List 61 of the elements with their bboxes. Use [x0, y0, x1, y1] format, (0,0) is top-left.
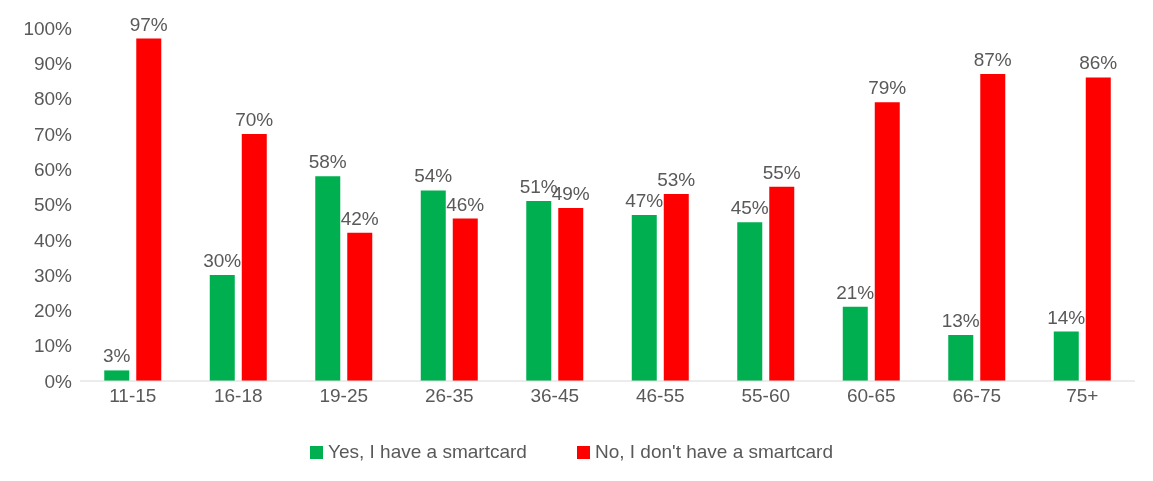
- bar: [874, 102, 900, 381]
- bar: [136, 38, 162, 381]
- bar: [948, 335, 974, 381]
- data-label: 14%: [1047, 306, 1086, 328]
- bar: [104, 370, 130, 381]
- data-label: 46%: [446, 193, 485, 215]
- data-label: 58%: [308, 151, 347, 173]
- data-label: 87%: [973, 48, 1012, 70]
- bar: [1085, 77, 1111, 381]
- x-tick-label: 55-60: [741, 385, 791, 407]
- x-tick-label: 66-75: [952, 385, 1002, 407]
- bar: [980, 73, 1006, 381]
- bar: [241, 133, 267, 381]
- data-label: 45%: [730, 197, 769, 219]
- bar: [315, 176, 341, 381]
- x-tick-label: 75+: [1066, 385, 1099, 407]
- y-tick-label: 50%: [33, 194, 73, 216]
- x-tick-label: 60-65: [846, 385, 896, 407]
- data-label: 21%: [836, 281, 875, 303]
- bar: [347, 232, 373, 381]
- y-tick-label: 20%: [33, 300, 73, 322]
- data-label: 86%: [1079, 52, 1118, 74]
- bar: [737, 222, 763, 381]
- legend-label: No, I don't have a smartcard: [593, 441, 833, 463]
- y-tick-label: 90%: [33, 53, 73, 75]
- data-label: 13%: [941, 310, 980, 332]
- bar: [663, 193, 689, 381]
- y-tick-label: 80%: [33, 88, 73, 110]
- data-label: 30%: [203, 250, 242, 272]
- bar: [209, 275, 235, 381]
- bar: [420, 190, 446, 381]
- y-tick-label: 0%: [44, 370, 73, 392]
- y-tick-label: 70%: [33, 123, 73, 145]
- legend-label: Yes, I have a smartcard: [327, 441, 527, 463]
- bar: [842, 306, 868, 381]
- y-tick-label: 30%: [33, 264, 73, 286]
- bar: [631, 215, 657, 381]
- y-tick-label: 10%: [33, 335, 73, 357]
- x-tick-label: 19-25: [319, 385, 369, 407]
- bar: [526, 200, 552, 381]
- bar: [1053, 331, 1079, 381]
- x-tick-label: 46-55: [635, 385, 685, 407]
- bar: [769, 186, 795, 381]
- x-tick-label: 16-18: [213, 385, 263, 407]
- y-tick-label: 60%: [33, 158, 73, 180]
- data-label: 97%: [129, 13, 168, 35]
- data-label: 70%: [235, 108, 274, 130]
- y-tick-label: 40%: [33, 229, 73, 251]
- bar: [558, 208, 584, 381]
- data-label: 3%: [103, 345, 131, 367]
- x-tick-label: 36-45: [530, 385, 580, 407]
- data-label: 54%: [414, 165, 453, 187]
- data-label: 53%: [657, 168, 696, 190]
- x-tick-label: 11-15: [109, 385, 157, 407]
- data-label: 55%: [762, 161, 801, 183]
- data-label: 42%: [340, 207, 379, 229]
- x-tick-label: 26-35: [424, 385, 474, 407]
- bar: [452, 218, 478, 381]
- data-label: 47%: [625, 190, 664, 212]
- data-label: 79%: [868, 77, 907, 99]
- y-tick-label: 100%: [23, 17, 73, 39]
